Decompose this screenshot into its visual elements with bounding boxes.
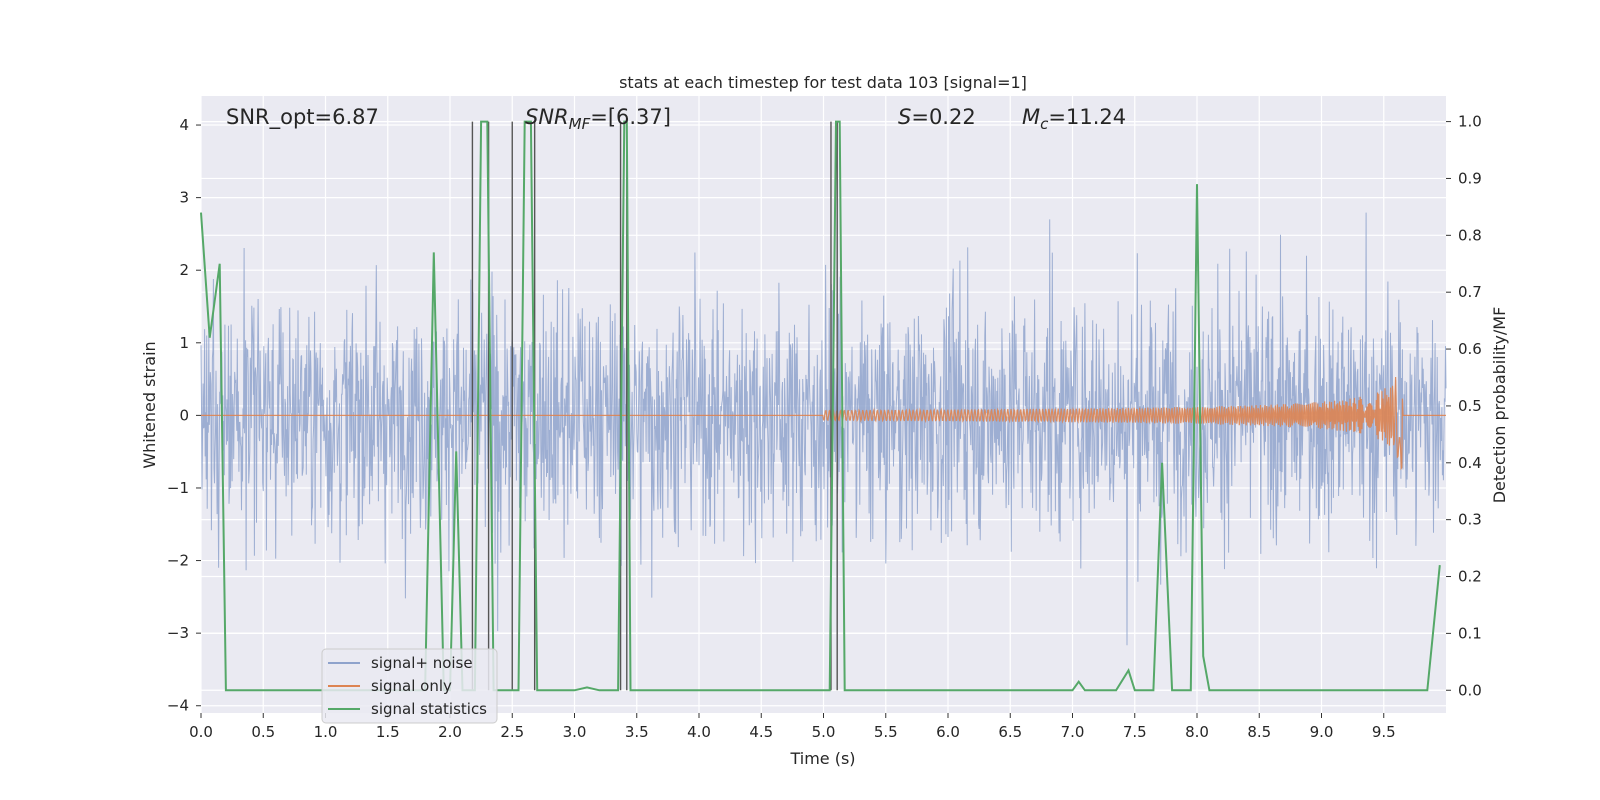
legend: signal+ noise signal only signal statist… (321, 648, 498, 724)
y-right-tick-label: 0.6 (1458, 340, 1482, 358)
y-right-tick-label: 0.7 (1458, 283, 1482, 301)
annotation-s-label: S (898, 105, 911, 129)
x-tick-label: 6.0 (936, 723, 960, 741)
y-left-tick-label: −3 (167, 624, 189, 642)
annotation-mc: Mc=11.24 (1022, 105, 1126, 133)
y-left-tick-label: 4 (179, 116, 189, 134)
x-tick-label: 1.5 (376, 723, 400, 741)
annotation-snr-mf-value: =[6.37] (590, 105, 671, 129)
chart-title: stats at each timestep for test data 103… (619, 73, 1027, 92)
x-tick-label: 4.5 (749, 723, 773, 741)
y-axis-right-ticks: 0.0 0.1 0.2 0.3 0.4 0.5 0.6 0.7 0.8 0.9 1.0 (1446, 113, 1482, 699)
x-tick-label: 4.0 (687, 723, 711, 741)
x-tick-label: 2.5 (500, 723, 524, 741)
y-left-tick-label: 2 (179, 261, 189, 279)
annotation-s-value: =0.22 (911, 105, 975, 129)
series-signal-only (201, 376, 1446, 471)
x-tick-label: 2.0 (438, 723, 462, 741)
annotation-mc-label: M (1022, 105, 1040, 129)
x-tick-label: 7.5 (1123, 723, 1147, 741)
x-tick-label: 6.5 (998, 723, 1022, 741)
annotation-snr-mf: SNRMF=[6.37] (525, 105, 671, 133)
y-right-tick-label: 0.9 (1458, 169, 1482, 187)
y-right-tick-label: 0.5 (1458, 397, 1482, 415)
y-left-tick-label: −2 (167, 552, 189, 570)
legend-box (321, 648, 498, 724)
x-tick-label: 3.5 (625, 723, 649, 741)
x-axis-label: Time (s) (789, 749, 855, 768)
legend-label-signal-only: signal only (371, 677, 452, 695)
series-signal-noise (200, 212, 1447, 646)
legend-label-signal-statistics: signal statistics (371, 700, 487, 718)
annotation-snr-opt: SNR_opt=6.87 (226, 105, 379, 130)
x-tick-label: 5.5 (874, 723, 898, 741)
x-tick-label: 5.0 (812, 723, 836, 741)
y-left-tick-label: 3 (179, 189, 189, 207)
annotation-mc-subscript: c (1040, 115, 1049, 133)
x-tick-label: 0.0 (189, 723, 213, 741)
y-axis-right-label: Detection probability/MF (1490, 307, 1509, 504)
y-right-tick-label: 1.0 (1458, 113, 1482, 131)
x-tick-label: 3.0 (563, 723, 587, 741)
y-left-tick-label: 1 (179, 334, 189, 352)
x-tick-label: 1.0 (314, 723, 338, 741)
y-right-tick-label: 0.8 (1458, 226, 1482, 244)
y-left-tick-label: −1 (167, 479, 189, 497)
x-tick-label: 0.5 (251, 723, 275, 741)
x-tick-label: 7.0 (1061, 723, 1085, 741)
y-right-tick-label: 0.1 (1458, 624, 1482, 642)
y-right-tick-label: 0.2 (1458, 568, 1482, 586)
y-axis-left-label: Whitened strain (140, 341, 159, 468)
y-axis-left-ticks: −4 −3 −2 −1 0 1 2 3 4 (167, 116, 201, 715)
annotation-s: S=0.22 (898, 105, 976, 129)
y-right-tick-label: 0.3 (1458, 511, 1482, 529)
series-layer (200, 120, 1447, 692)
x-tick-label: 9.0 (1310, 723, 1334, 741)
y-left-tick-label: 0 (179, 406, 189, 424)
x-tick-label: 8.0 (1185, 723, 1209, 741)
y-right-tick-label: 0.4 (1458, 454, 1482, 472)
x-tick-label: 8.5 (1247, 723, 1271, 741)
legend-label-signal-noise: signal+ noise (371, 654, 473, 672)
annotation-snr-mf-subscript: MF (569, 115, 591, 133)
x-axis-ticks: 0.0 0.5 1.0 1.5 2.0 2.5 3.0 3.5 4.0 4.5 5.0 5.5 6.0 6… (189, 713, 1396, 741)
y-left-tick-label: −4 (167, 697, 189, 715)
annotation-snr-mf-label: SNR (525, 105, 569, 129)
x-tick-label: 9.5 (1372, 723, 1396, 741)
y-right-tick-label: 0.0 (1458, 681, 1482, 699)
annotation-mc-value: =11.24 (1048, 105, 1126, 129)
